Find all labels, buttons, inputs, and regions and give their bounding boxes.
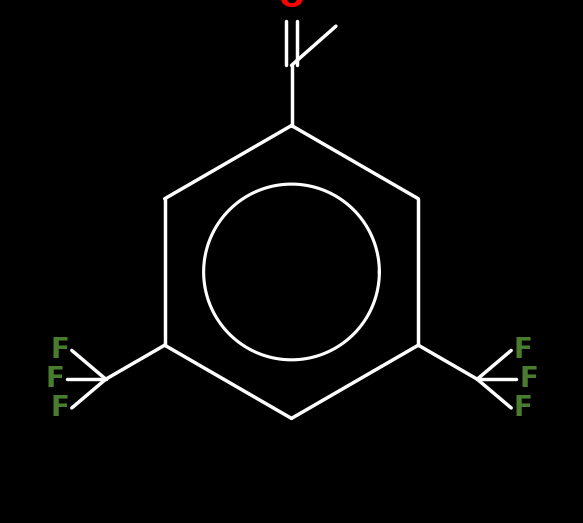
Text: F: F — [514, 336, 533, 365]
Text: F: F — [519, 365, 538, 393]
Text: F: F — [50, 336, 69, 365]
Text: O: O — [279, 0, 304, 13]
Text: F: F — [514, 394, 533, 422]
Text: F: F — [50, 394, 69, 422]
Text: F: F — [45, 365, 64, 393]
